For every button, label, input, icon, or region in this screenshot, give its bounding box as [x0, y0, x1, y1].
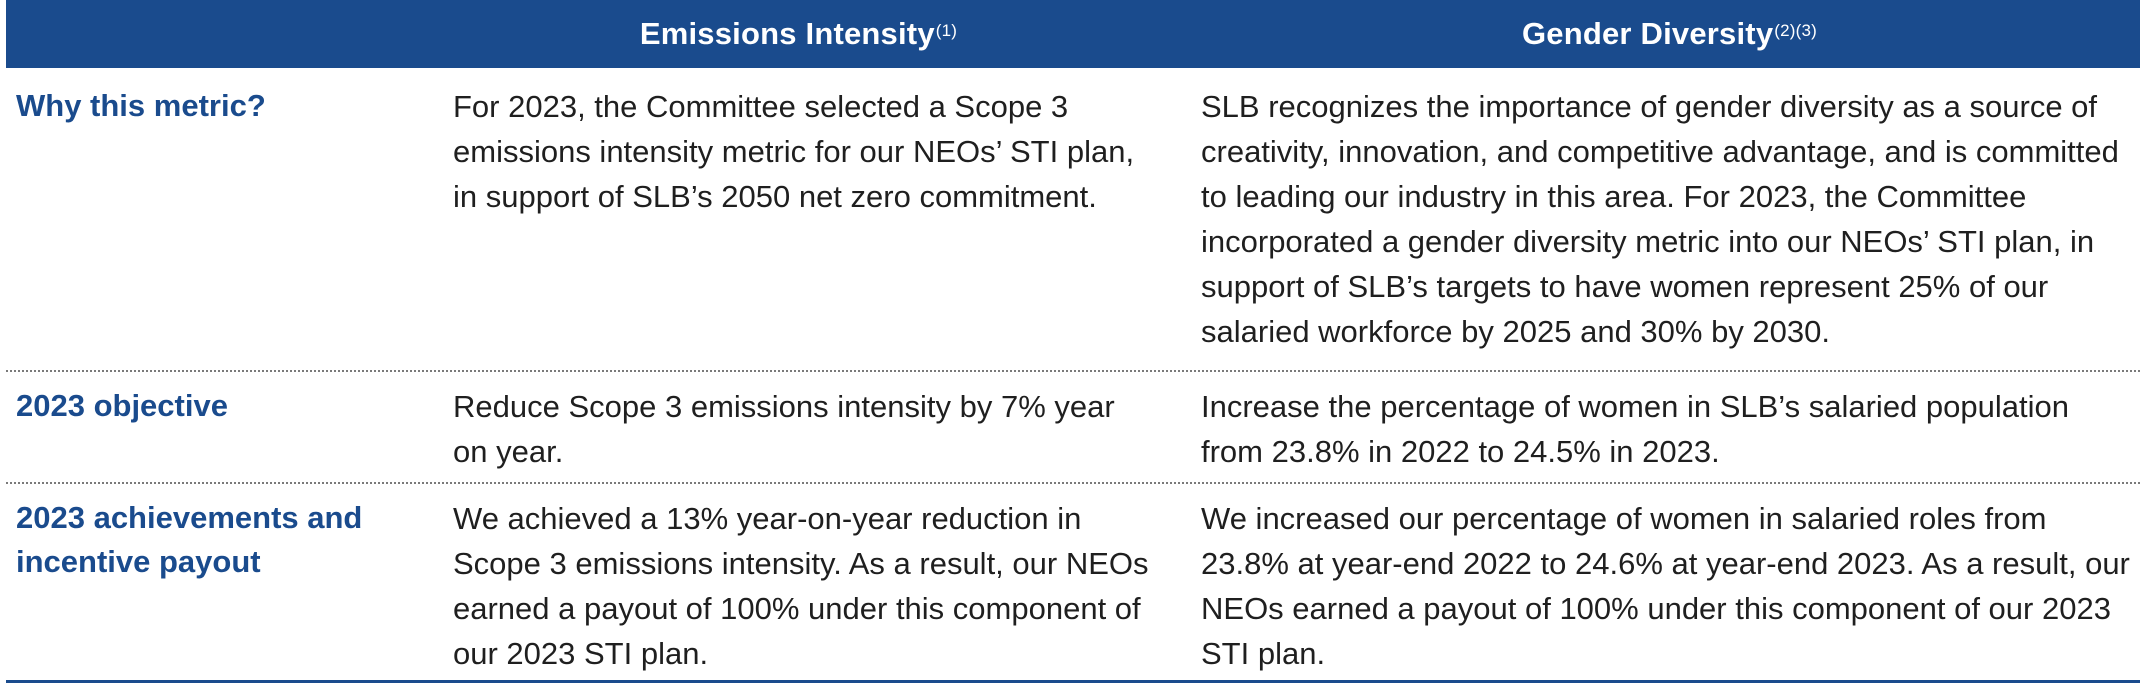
row-divider [6, 370, 2140, 372]
row-label: 2023 objective [16, 388, 228, 423]
header-emissions-intensity: Emissions Intensity (1) [444, 0, 1153, 68]
footnote-ref-1: (1) [935, 21, 958, 40]
table-row-2023-objective: 2023 objective Reduce Scope 3 emissions … [6, 372, 2140, 484]
header-gender-diversity: Gender Diversity (2)(3) [1199, 0, 2140, 68]
row-label: 2023 achievements and incentive payout [16, 500, 363, 579]
gender-cell: SLB recognizes the importance of gender … [1201, 89, 2119, 349]
metrics-table: Emissions Intensity (1) Gender Diversity(… [6, 0, 2140, 684]
table-header: Emissions Intensity (1) Gender Diversity(… [6, 0, 2140, 68]
row-divider [6, 482, 2140, 484]
emissions-cell: For 2023, the Committee selected a Scope… [453, 89, 1135, 214]
emissions-cell: We achieved a 13% year-on-year reduction… [453, 501, 1149, 671]
gender-cell: We increased our percentage of women in … [1201, 501, 2130, 671]
table-row-2023-achievements: 2023 achievements and incentive payout W… [6, 484, 2140, 684]
gender-cell: Increase the percentage of women in SLB’… [1201, 389, 2069, 469]
table-row-why-this-metric: Why this metric? For 2023, the Committee… [6, 68, 2140, 372]
table-bottom-rule [6, 680, 2140, 683]
row-label: Why this metric? [16, 88, 266, 123]
footnote-ref-2-3: (2)(3) [1774, 21, 1818, 40]
emissions-cell: Reduce Scope 3 emissions intensity by 7%… [453, 389, 1115, 469]
header-emissions-title: Emissions Intensity [639, 16, 935, 51]
header-gender-title: Gender Diversity [1521, 16, 1774, 51]
